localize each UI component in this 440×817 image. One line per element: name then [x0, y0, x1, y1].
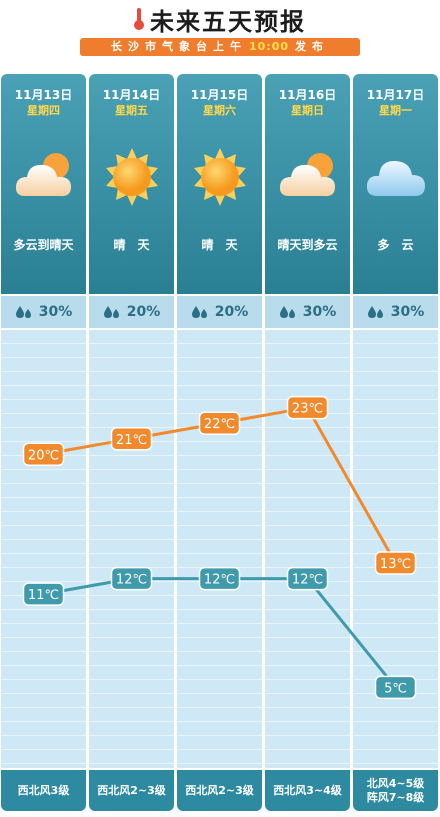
day-date: 11月16日 [278, 88, 337, 102]
wind-text: 西北风3~4级 [273, 783, 342, 797]
day-condition: 多云到晴天 [13, 238, 74, 252]
precip-row: 30% [265, 296, 350, 328]
thermometer-icon [134, 8, 144, 30]
temperature-label: 12℃ [292, 573, 323, 588]
day-date: 11月17日 [366, 88, 425, 102]
temperature-point: 11℃ [22, 582, 65, 606]
day-column: 11月16日 星期日 晴天到多云 30% 西北风3~4级 [265, 74, 350, 811]
day-header: 11月15日 星期六 晴 天 [177, 74, 262, 294]
page-title: 未来五天预报 [150, 7, 306, 36]
raindrops-icon [367, 304, 385, 320]
precip-row: 20% [177, 296, 262, 328]
temperature-point: 21℃ [110, 427, 153, 451]
issued-suffix: 发布 [295, 40, 329, 53]
wind-cell: 北风4~5级 阵风7~8级 [353, 770, 438, 811]
temperature-point: 12℃ [110, 566, 153, 591]
precip-value: 20% [126, 304, 161, 320]
day-column: 11月15日 星期六 晴 天 20% 西北风2~3级 [177, 74, 262, 811]
issued-time: 10:00 [248, 40, 289, 53]
day-condition: 晴天到多云 [277, 238, 338, 252]
temperature-label: 12℃ [204, 573, 235, 588]
precip-row: 30% [1, 296, 86, 328]
raindrops-icon [191, 304, 209, 320]
precip-value: 20% [214, 304, 249, 320]
wind-text: 西北风2~3级 [185, 783, 254, 797]
cloud-icon [365, 146, 427, 208]
wind-cell: 西北风2~3级 [89, 770, 174, 811]
day-header: 11月13日 星期四 多云到晴天 [1, 74, 86, 294]
sun-icon [101, 146, 163, 208]
temperature-point: 12℃ [286, 566, 329, 591]
sun-icon [189, 146, 251, 208]
wind-cell: 西北风3~4级 [265, 770, 350, 811]
day-column: 11月14日 星期五 晴 天 20% 西北风2~3级 [89, 74, 174, 811]
temperature-point: 12℃ [198, 566, 241, 591]
temperature-label: 13℃ [380, 557, 411, 572]
wind-cell: 西北风2~3级 [177, 770, 262, 811]
day-date: 11月14日 [102, 88, 161, 102]
temperature-point: 22℃ [198, 411, 241, 435]
day-condition: 多 云 [377, 238, 414, 252]
day-weekday: 星期四 [27, 104, 60, 117]
precip-value: 30% [302, 304, 337, 320]
day-date: 11月13日 [14, 88, 73, 102]
day-weekday: 星期日 [291, 104, 324, 117]
temperature-label: 20℃ [28, 448, 59, 463]
day-weekday: 星期六 [203, 104, 236, 117]
wind-text: 阵风7~8级 [366, 790, 425, 804]
chart-area [265, 330, 350, 768]
temperature-label: 5℃ [384, 681, 407, 696]
temperature-label: 23℃ [292, 402, 323, 417]
page-header: 未来五天预报 [0, 4, 440, 36]
raindrops-icon [279, 304, 297, 320]
temperature-point: 23℃ [286, 395, 329, 420]
temperature-label: 22℃ [204, 417, 235, 432]
temperature-label: 11℃ [28, 588, 59, 603]
temperature-point: 20℃ [22, 442, 65, 467]
wind-text: 西北风3级 [17, 783, 70, 797]
precip-row: 20% [89, 296, 174, 328]
precip-value: 30% [38, 304, 73, 320]
day-condition: 晴 天 [113, 238, 150, 252]
temperature-label: 21℃ [116, 433, 147, 448]
cloud-sun-icon [13, 146, 75, 208]
temperature-point: 13℃ [374, 551, 417, 575]
issued-banner: 长沙市气象台上午 10:00 发布 [80, 38, 360, 56]
temperature-line [43, 577, 397, 689]
wind-cell: 西北风3级 [1, 770, 86, 811]
cloud-sun-icon [277, 146, 339, 208]
temperature-label: 12℃ [116, 573, 147, 588]
raindrops-icon [103, 304, 121, 320]
raindrops-icon [15, 304, 33, 320]
issued-prefix: 长沙市气象台上午 [110, 40, 247, 53]
wind-text: 北风4~5级 [366, 776, 425, 790]
day-weekday: 星期五 [115, 104, 148, 117]
day-header: 11月14日 星期五 晴 天 [89, 74, 174, 294]
day-column: 11月13日 星期四 多云到晴天 30% 西北风3级 [1, 74, 86, 811]
wind-text: 西北风2~3级 [97, 783, 166, 797]
precip-row: 30% [353, 296, 438, 328]
day-header: 11月16日 星期日 晴天到多云 [265, 74, 350, 294]
temperature-point: 5℃ [374, 675, 417, 700]
day-weekday: 星期一 [379, 104, 412, 117]
day-condition: 晴 天 [201, 238, 238, 252]
chart-area [1, 330, 86, 768]
chart-area [177, 330, 262, 768]
chart-area [89, 330, 174, 768]
precip-value: 30% [390, 304, 425, 320]
day-date: 11月15日 [190, 88, 249, 102]
day-header: 11月17日 星期一 多 云 [353, 74, 438, 294]
